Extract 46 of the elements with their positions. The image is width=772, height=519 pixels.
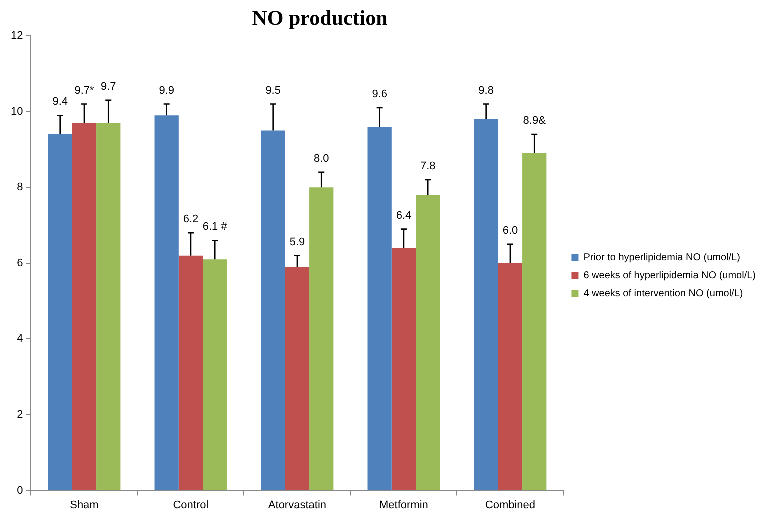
legend-label: Prior to hyperlipidemia NO (umol/L) [584,252,740,264]
data-label: 7.8 [420,160,436,173]
x-tick-label: Combined [485,499,536,512]
legend-label: 6 weeks of hyperlipidemia NO (umol/L) [584,270,756,282]
y-tick-label: 10 [10,106,24,118]
y-tick-label: 12 [10,30,24,42]
bar [368,126,392,490]
bar [203,260,228,490]
y-tick-label: 4 [17,333,24,346]
x-tick-label: Metformin [380,499,428,512]
bar [416,195,440,490]
data-label: 6.1 # [202,221,228,234]
bar [72,123,97,490]
bar [522,153,547,490]
y-tick-label: 8 [17,182,24,194]
bar [261,130,286,490]
bar [154,116,179,490]
data-label: 9.5 [266,84,281,97]
data-label: 9.7* [74,84,95,97]
data-label: 8.0 [314,152,330,165]
data-label: 9.6 [372,88,388,101]
data-label: 9.7 [100,80,116,93]
x-tick-label: Control [173,499,209,512]
bar [474,119,498,490]
data-label: 9.4 [52,96,68,108]
data-label: 8.9& [523,115,547,128]
data-label: 6.4 [396,210,412,222]
data-label: 6.2 [183,214,199,226]
bar [285,267,310,490]
bar [96,123,121,490]
bar [310,188,334,490]
data-label: 6.0 [502,224,518,237]
bar [498,263,523,490]
bar [392,248,416,490]
bar [48,134,72,490]
x-tick-label: Atorvastatin [268,499,327,512]
bar [178,256,204,490]
y-tick-label: 0 [17,484,24,497]
data-label: 5.9 [290,236,306,248]
chart-title: NO production [251,6,389,31]
y-tick-label: 2 [17,409,24,422]
data-label: 9.9 [159,84,174,97]
legend-label: 4 weeks of intervention NO (umol/L) [584,288,744,300]
data-label: 9.8 [478,84,494,97]
y-tick-label: 6 [17,257,24,270]
x-tick-label: Sham [70,499,99,512]
